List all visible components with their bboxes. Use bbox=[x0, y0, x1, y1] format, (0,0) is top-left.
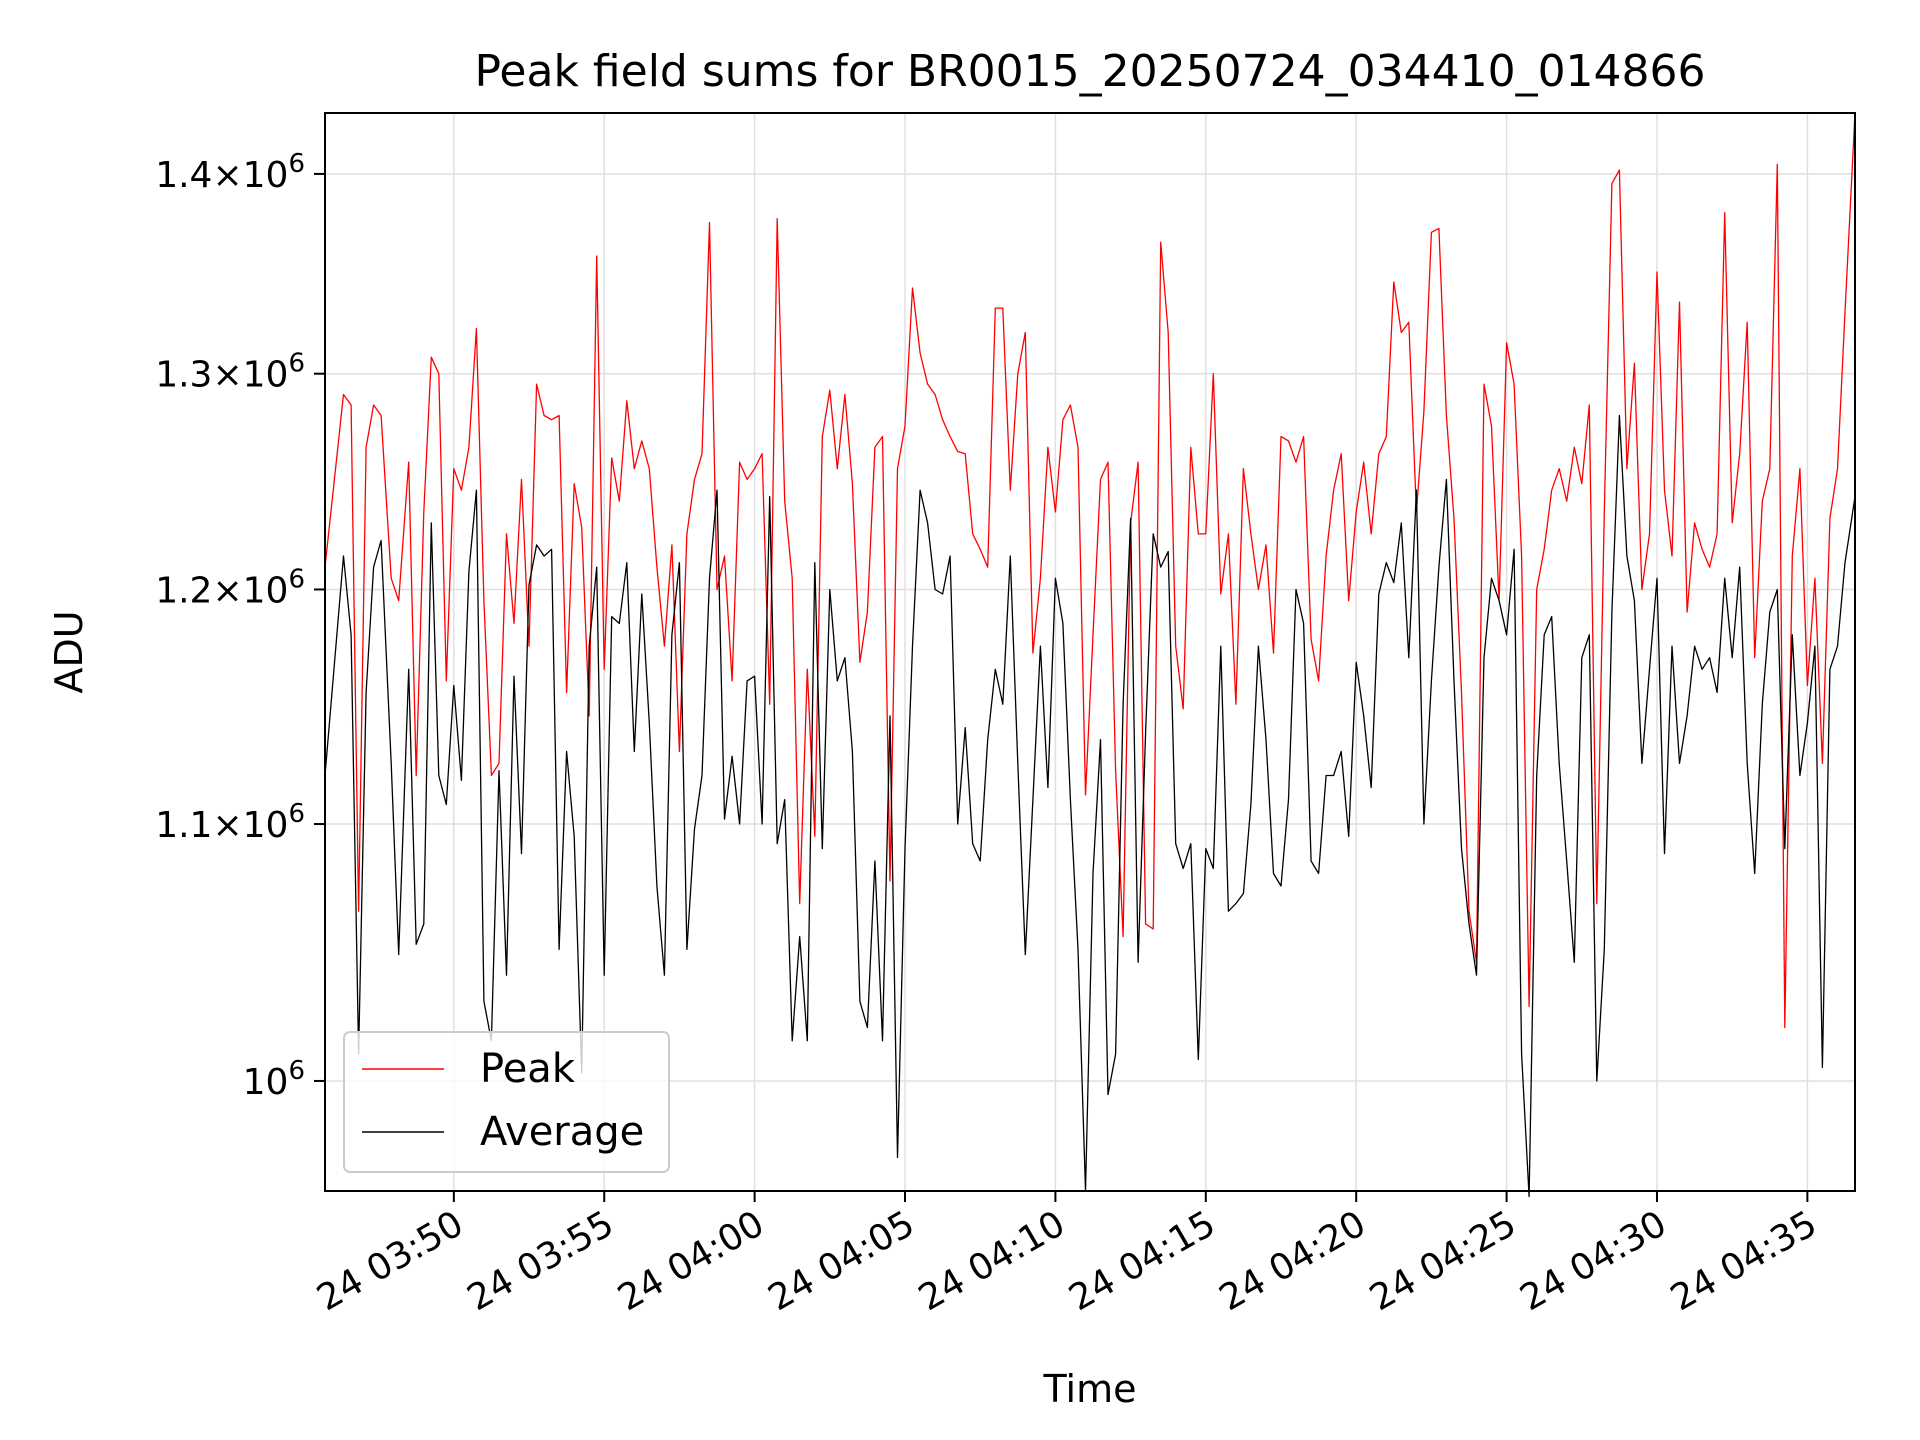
legend-label-peak: Peak bbox=[480, 1046, 576, 1092]
y-tick-base: 10 bbox=[243, 1062, 289, 1103]
series-line-average bbox=[324, 414, 1856, 1198]
chart-title: Peak field sums for BR0015_20250724_0344… bbox=[474, 46, 1705, 97]
y-axis-title: ADU bbox=[47, 610, 91, 693]
y-tick-base: 10 bbox=[243, 355, 289, 396]
y-tick-label: 1.1×106 bbox=[155, 799, 305, 846]
legend-label-average: Average bbox=[480, 1109, 644, 1155]
y-tick-base: 10 bbox=[243, 155, 289, 196]
y-tick-mantissa: 1.4 bbox=[155, 155, 212, 196]
y-tick-base: 10 bbox=[243, 570, 289, 611]
x-axis-title: Time bbox=[1043, 1367, 1137, 1411]
y-tick-exponent: 6 bbox=[288, 1056, 305, 1086]
y-tick-exponent: 6 bbox=[288, 349, 305, 379]
y-tick-mantissa: 1.2 bbox=[155, 570, 212, 611]
y-tick-exponent: 6 bbox=[288, 564, 305, 594]
y-tick-times-sign: × bbox=[212, 155, 242, 196]
y-tick-mantissa: 1.3 bbox=[155, 355, 212, 396]
y-tick-times-sign: × bbox=[212, 805, 242, 846]
plot-frame bbox=[324, 112, 1856, 1192]
y-tick-times-sign: × bbox=[212, 355, 242, 396]
y-tick-exponent: 6 bbox=[288, 799, 305, 829]
y-tick-times-sign: × bbox=[212, 570, 242, 611]
series-line-peak bbox=[324, 112, 1856, 1029]
legend-box bbox=[343, 1031, 670, 1173]
y-tick-base: 10 bbox=[243, 805, 289, 846]
y-tick-exponent: 6 bbox=[288, 149, 305, 179]
legend: Peak Average bbox=[343, 1031, 670, 1173]
y-tick-label: 1.4×106 bbox=[155, 149, 305, 196]
y-tick-mantissa: 1.1 bbox=[155, 805, 212, 846]
y-tick-label: 106 bbox=[243, 1056, 305, 1103]
y-tick-label: 1.2×106 bbox=[155, 564, 305, 611]
y-tick-label: 1.3×106 bbox=[155, 349, 305, 396]
series-layer bbox=[324, 112, 1856, 1198]
